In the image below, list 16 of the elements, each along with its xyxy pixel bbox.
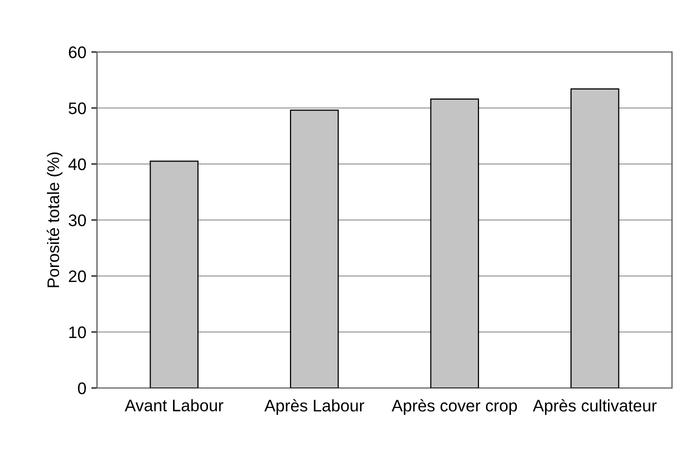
x-tick-label: Après cover crop [392,399,517,415]
y-tick-label: 30 [68,214,86,226]
y-tick-label: 0 [78,382,86,394]
y-axis-title: Porosité totale (%) [46,152,62,288]
x-tick-label: Avant Labour [124,399,224,412]
y-tick-label: 60 [68,46,86,58]
y-tick-label: 40 [68,158,86,170]
x-tick-label: Après cultivateur [532,399,657,415]
bar [290,110,339,388]
y-tick-label: 10 [69,326,86,338]
bar [570,88,620,388]
y-tick-label: 20 [68,270,86,282]
x-tick-label: Après Labour [264,399,364,415]
bar [150,160,199,388]
y-tick-label: 50 [68,102,86,114]
bar [430,98,480,388]
